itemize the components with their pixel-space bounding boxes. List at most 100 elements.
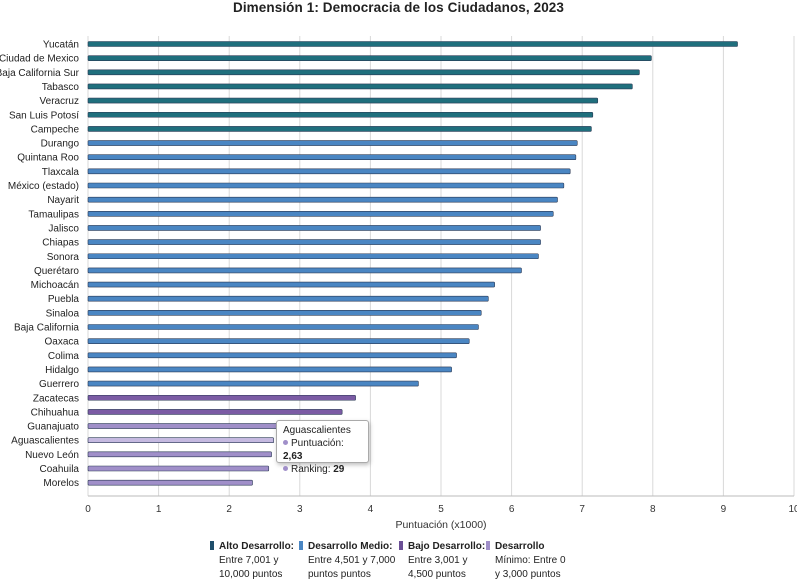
legend-desc-line: Mínimo: Entre 0 (495, 555, 566, 566)
legend-label: Bajo Desarrollo: (408, 541, 486, 552)
bar[interactable] (87, 182, 565, 189)
bar[interactable] (87, 83, 633, 90)
bar[interactable] (87, 295, 489, 302)
bar[interactable] (87, 41, 738, 47)
category-label: Sinaloa (46, 308, 80, 319)
category-label: Chihuahua (31, 407, 80, 418)
grid-layer (87, 36, 795, 497)
tooltip-title: Aguascalientes (283, 425, 351, 436)
legend-desc-line: y 3,000 puntos (495, 569, 561, 580)
legend-item-medio[interactable]: Desarrollo Medio: Entre 4,501 y 7,000 pu… (299, 540, 395, 582)
category-label: Campeche (31, 124, 80, 135)
tooltip-dot (283, 440, 288, 445)
category-label: Coahuila (40, 464, 80, 475)
legend-item-bajo[interactable]: Bajo Desarrollo: Entre 3,001 y 4,500 pun… (399, 540, 485, 582)
legend-label: Desarrollo (495, 541, 545, 552)
category-label: Tlaxcala (42, 167, 80, 178)
bar[interactable] (87, 211, 554, 217)
category-label: San Luis Potosí (9, 110, 79, 121)
legend-label: Alto Desarrollo: (219, 541, 295, 552)
bar[interactable] (87, 97, 599, 104)
bar[interactable] (87, 380, 419, 387)
bar[interactable] (87, 409, 343, 415)
bar[interactable] (87, 394, 356, 401)
category-label: Aguascalientes (11, 436, 79, 447)
category-label: Chiapas (42, 238, 79, 249)
bar[interactable] (87, 267, 522, 274)
bar[interactable] (87, 352, 457, 359)
category-label: Durango (41, 139, 80, 150)
legend-swatch (486, 541, 490, 550)
tooltip-rank-label: Ranking: (291, 464, 331, 475)
category-label: Oaxaca (45, 337, 80, 348)
legend-item-minimo[interactable]: Desarrollo Mínimo: Entre 0 y 3,000 punto… (486, 540, 566, 582)
category-label: México (estado) (8, 181, 79, 192)
bar[interactable] (87, 154, 577, 160)
x-tick-label: 0 (85, 504, 91, 515)
legend-desc-line: Entre 7,001 y (219, 555, 279, 566)
bar[interactable] (87, 168, 571, 175)
bar[interactable] (87, 196, 558, 203)
bar[interactable] (87, 366, 452, 373)
category-label: Colima (48, 351, 80, 362)
tooltip-score-row: Puntuación: 2,63 (283, 437, 362, 463)
bar[interactable] (87, 140, 578, 146)
x-tick-label: 7 (579, 504, 585, 515)
bar[interactable] (87, 55, 652, 61)
x-tick-label: 10 (788, 504, 797, 515)
bar[interactable] (87, 451, 272, 458)
x-tick-label: 8 (650, 504, 656, 515)
legend-desc-line: puntos puntos (308, 569, 371, 580)
x-tick-label: 9 (721, 504, 727, 515)
tooltip: Aguascalientes Puntuación: 2,63 Ranking:… (276, 420, 369, 475)
legend-desc-line: 10,000 puntos (219, 569, 283, 580)
bar-layer (87, 41, 738, 486)
tooltip-score-value: 2,63 (283, 451, 303, 462)
category-label: Sonora (47, 252, 80, 263)
bar[interactable] (87, 69, 640, 76)
category-label: Tabasco (42, 82, 80, 93)
bar[interactable] (87, 479, 253, 486)
bar[interactable] (87, 239, 541, 245)
bar[interactable] (87, 338, 470, 344)
tooltip-rank-value: 29 (333, 464, 345, 475)
bar[interactable] (87, 225, 541, 231)
bar[interactable] (87, 310, 482, 316)
bar[interactable] (87, 253, 539, 260)
legend-desc-line: Entre 4,501 y 7,000 (308, 555, 396, 566)
category-label: Hidalgo (45, 365, 79, 376)
x-tick-label: 6 (509, 504, 515, 515)
category-label: Puebla (48, 294, 80, 305)
category-label: Baja California (14, 323, 79, 334)
x-tick-label: 4 (368, 504, 374, 515)
bar[interactable] (87, 281, 495, 288)
tooltip-score-label: Puntuación: (291, 438, 344, 449)
x-tick-label: 5 (438, 504, 444, 515)
bar[interactable] (87, 324, 479, 330)
category-label: Tamaulipas (28, 209, 79, 220)
tooltip-rank-row: Ranking: 29 (283, 463, 362, 476)
bar[interactable] (87, 126, 592, 132)
legend-swatch (299, 541, 303, 550)
category-labels: Yucatán Ciudad de Mexico Baja California S… (0, 40, 80, 490)
category-label: Nuevo León (25, 450, 79, 461)
category-label: Morelos (43, 478, 79, 489)
x-tick-labels: 0 1 2 3 4 5 6 7 8 9 10 (85, 504, 797, 515)
bar[interactable] (87, 465, 270, 472)
category-label: Baja California Sur (0, 68, 80, 79)
bar[interactable] (87, 111, 594, 118)
legend-desc-line: Entre 3,001 y (408, 555, 468, 566)
category-label: Guerrero (39, 379, 79, 390)
legend-swatch (399, 541, 403, 550)
category-label: Yucatán (43, 40, 79, 51)
category-label: Quintana Roo (17, 153, 79, 164)
bar[interactable] (87, 423, 283, 429)
x-axis-label: Puntuación (x1000) (395, 519, 486, 531)
x-tick-label: 3 (297, 504, 303, 515)
bar[interactable] (87, 437, 274, 444)
tooltip-dot (283, 466, 288, 471)
category-label: Michoacán (31, 280, 79, 291)
category-label: Guanajuato (27, 422, 79, 433)
legend-item-alto[interactable]: Alto Desarrollo: Entre 7,001 y 10,000 pu… (210, 540, 294, 582)
legend-swatch (210, 541, 214, 550)
